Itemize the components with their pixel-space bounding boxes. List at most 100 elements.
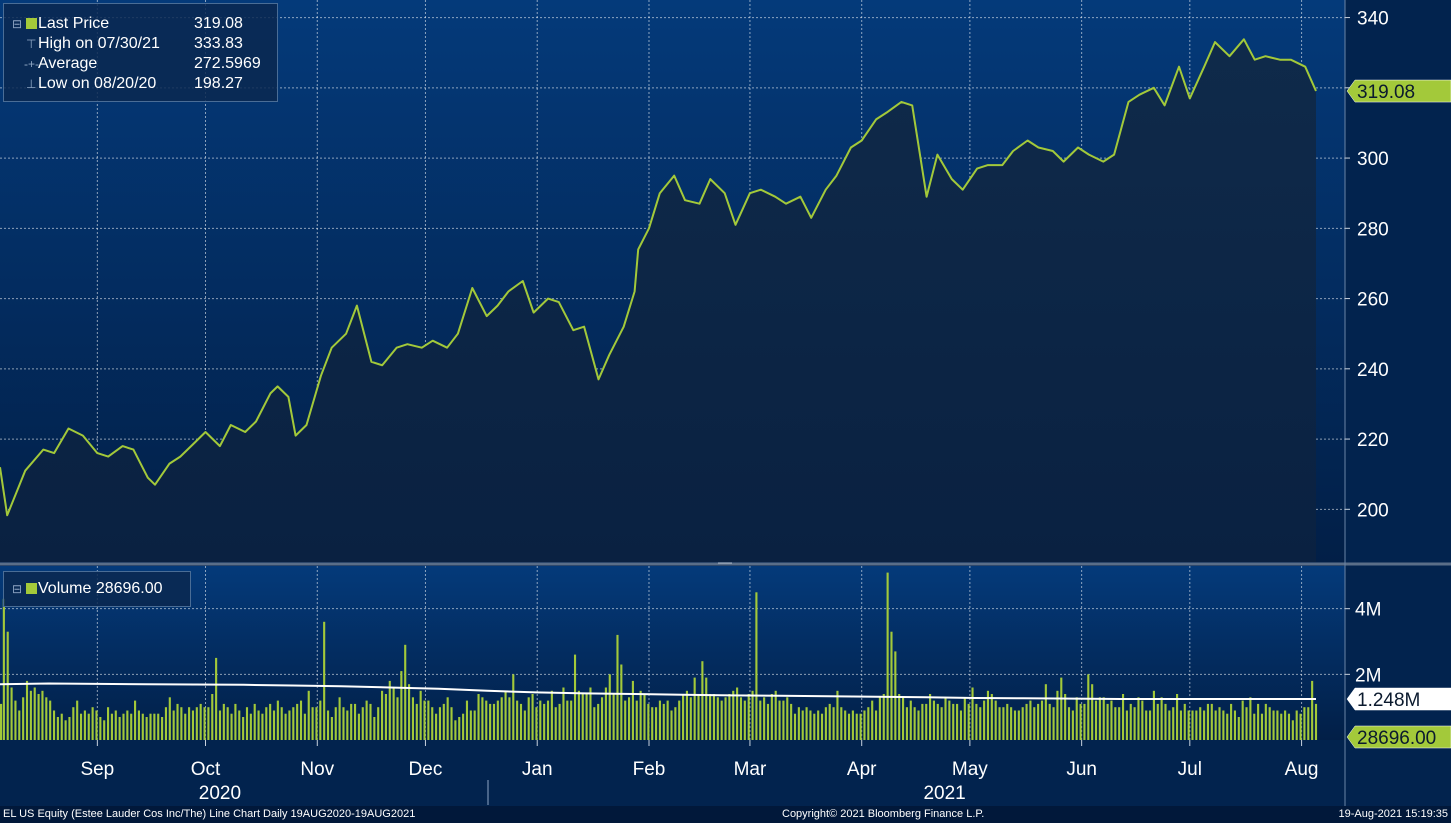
volume-bar <box>782 700 785 740</box>
volume-bar <box>99 717 102 740</box>
volume-bar <box>793 713 797 740</box>
legend-row-last[interactable]: ⊟ Last Price 319.08 <box>4 14 264 34</box>
volume-bar <box>774 690 777 740</box>
volume-bar <box>709 694 712 740</box>
volume-bar <box>180 707 183 740</box>
volume-bar <box>743 700 746 740</box>
volume-bar <box>705 677 708 740</box>
volume-bar <box>1006 703 1009 740</box>
volume-bar <box>87 713 90 740</box>
volume-bar <box>1114 707 1117 740</box>
volume-bar <box>712 694 716 740</box>
volume-bar <box>1280 713 1283 740</box>
collapse-icon[interactable]: ⊟ <box>12 17 23 31</box>
volume-bar <box>546 700 550 740</box>
legend-row-average[interactable]: -+- Average 272.5969 <box>4 54 264 74</box>
volume-bar <box>770 694 773 740</box>
volume-bar <box>1148 710 1152 740</box>
volume-bar <box>1060 677 1063 740</box>
price-tick-label: 240 <box>1357 360 1389 381</box>
collapse-icon[interactable]: ⊟ <box>12 582 23 596</box>
volume-bar <box>114 710 117 740</box>
volume-bar <box>1287 713 1291 740</box>
volume-bar <box>1237 717 1240 740</box>
volume-bar <box>1040 700 1044 740</box>
volume-bar <box>319 700 322 740</box>
volume-bar <box>736 687 739 740</box>
volume-bar <box>1172 707 1175 740</box>
month-label: Sep <box>80 759 114 780</box>
volume-bar <box>585 694 588 740</box>
volume-bar <box>801 710 804 740</box>
volume-bar <box>975 703 978 740</box>
volume-bar <box>226 707 229 740</box>
legend-row-volume[interactable]: ⊟ Volume 28696.00 <box>4 579 190 599</box>
volume-bar <box>207 707 210 740</box>
volume-bar <box>1264 703 1267 740</box>
volume-bar <box>22 697 25 740</box>
volume-bar <box>620 664 623 740</box>
volume-bar <box>326 710 330 740</box>
volume-bar <box>566 700 569 740</box>
volume-bar <box>612 694 615 740</box>
volume-bar <box>1133 707 1136 740</box>
volume-bar <box>697 694 700 740</box>
price-tick-label: 280 <box>1357 219 1389 240</box>
value-tags: 319.08 1.248M 28696.00 <box>1346 79 1451 749</box>
volume-bar <box>1025 703 1028 740</box>
volume-bar <box>257 710 260 740</box>
volume-bar <box>1071 710 1074 740</box>
volume-bar <box>755 592 758 740</box>
volume-bar <box>500 697 503 740</box>
volume-bar <box>1164 703 1167 740</box>
price-legend[interactable]: ⊟ Last Price 319.08 ⊤ High on 07/30/21 3… <box>3 3 278 102</box>
volume-bar <box>624 700 627 740</box>
volume-bar <box>882 694 885 740</box>
volume-bar <box>91 707 94 740</box>
volume-bar <box>276 700 279 740</box>
volume-bar <box>674 707 677 740</box>
volume-bar <box>1303 707 1306 740</box>
volume-bar <box>141 713 144 740</box>
volume-bar <box>504 690 507 740</box>
volume-bar <box>647 703 650 740</box>
volume-tick-label: 2M <box>1355 665 1381 686</box>
volume-bar <box>253 703 256 740</box>
volume-bar <box>728 694 731 740</box>
volume-bar <box>37 694 40 740</box>
volume-legend[interactable]: ⊟ Volume 28696.00 <box>3 571 191 607</box>
volume-bar <box>338 697 341 740</box>
volume-last-tag-shape <box>1346 725 1451 749</box>
low-value: 198.27 <box>194 75 243 92</box>
month-label: Feb <box>633 759 666 780</box>
volume-bar <box>458 717 461 740</box>
volume-bar <box>1311 680 1314 740</box>
legend-row-high[interactable]: ⊤ High on 07/30/21 333.83 <box>4 34 264 54</box>
volume-bar <box>878 697 881 740</box>
volume-bar <box>481 697 484 740</box>
volume-average-tag-shape <box>1346 687 1451 711</box>
volume-bar <box>350 703 353 740</box>
volume-bar <box>435 713 438 740</box>
volume-bar <box>1079 703 1082 740</box>
low-marker-icon: ⊥ <box>26 77 37 91</box>
volume-bar <box>1295 710 1298 740</box>
legend-row-low[interactable]: ⊥ Low on 08/20/20 198.27 <box>4 74 264 94</box>
volume-bar <box>1257 703 1260 740</box>
volume-bar <box>971 687 974 740</box>
volume-bar <box>840 707 843 740</box>
volume-bar <box>508 697 511 740</box>
volume-bar <box>373 717 376 740</box>
volume-bar <box>334 707 337 740</box>
volume-bar <box>1253 713 1256 740</box>
volume-bar <box>786 697 789 740</box>
volume-bar <box>724 697 727 740</box>
volume-bar <box>867 707 870 740</box>
volume-bar <box>1233 710 1237 740</box>
volume-bar <box>1037 703 1040 740</box>
price-line <box>0 38 1317 517</box>
volume-bar <box>1002 707 1005 740</box>
volume-label: Volume 28696.00 <box>38 580 163 597</box>
volume-average-tag: 1.248M <box>1346 687 1451 711</box>
volume-bar <box>419 690 422 740</box>
